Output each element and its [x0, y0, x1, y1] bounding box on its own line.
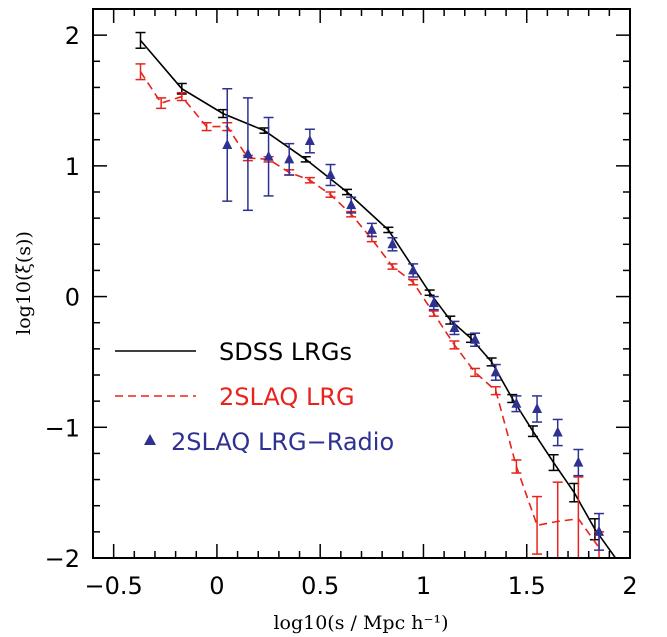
data-point: [366, 223, 377, 234]
legend-item: 2SLAQ LRG−Radio: [144, 428, 394, 456]
data-point: [449, 321, 460, 332]
x-axis-label: log10(s / Mpc h⁻¹): [273, 612, 448, 634]
legend-label: 2SLAQ LRG: [219, 383, 355, 411]
x-tick-label: 1: [416, 572, 431, 600]
x-tick-label: 0.5: [301, 572, 339, 600]
data-point: [304, 135, 315, 146]
legend-item: SDSS LRGs: [115, 338, 352, 366]
data-point: [222, 138, 233, 149]
data-point: [511, 397, 522, 408]
legend-swatch: [144, 434, 156, 445]
y-tick-label: 2: [65, 22, 80, 50]
legend: SDSS LRGs 2SLAQ LRG 2SLAQ LRG−Radio: [115, 338, 394, 456]
data-point: [284, 153, 295, 164]
data-point: [470, 333, 481, 344]
y-tick-label: −1: [45, 414, 80, 442]
data-point: [387, 238, 398, 249]
series-line: [139, 71, 600, 548]
legend-item: 2SLAQ LRG: [115, 383, 355, 411]
series-2slaq-lrg-radio: [222, 87, 605, 551]
data-point: [242, 148, 253, 159]
data-point: [325, 169, 336, 180]
legend-label: SDSS LRGs: [219, 338, 352, 366]
data-point: [552, 426, 563, 437]
series-line: [139, 39, 617, 558]
y-tick-label: 0: [65, 284, 80, 312]
data-point: [594, 525, 605, 536]
data-point: [263, 150, 274, 161]
data-point: [573, 456, 584, 467]
data-point: [532, 402, 543, 413]
plot-frame: [92, 8, 631, 559]
y-tick-label: 1: [65, 153, 80, 181]
data-point: [408, 264, 419, 275]
x-tick-label: 0: [209, 572, 224, 600]
y-axis-label: log10(ξ(s)): [13, 231, 35, 335]
y-tick-label: −2: [45, 545, 80, 573]
series-2slaq-lrg: [135, 63, 605, 558]
legend-label: 2SLAQ LRG−Radio: [171, 428, 394, 456]
x-tick-label: 1.5: [508, 572, 546, 600]
data-point: [490, 366, 501, 377]
series-sdss-lrgs: [135, 31, 617, 558]
data-point: [346, 199, 357, 210]
data-point: [428, 297, 439, 308]
x-tick-label: 2: [622, 572, 637, 600]
x-tick-label: −0.5: [85, 572, 143, 600]
